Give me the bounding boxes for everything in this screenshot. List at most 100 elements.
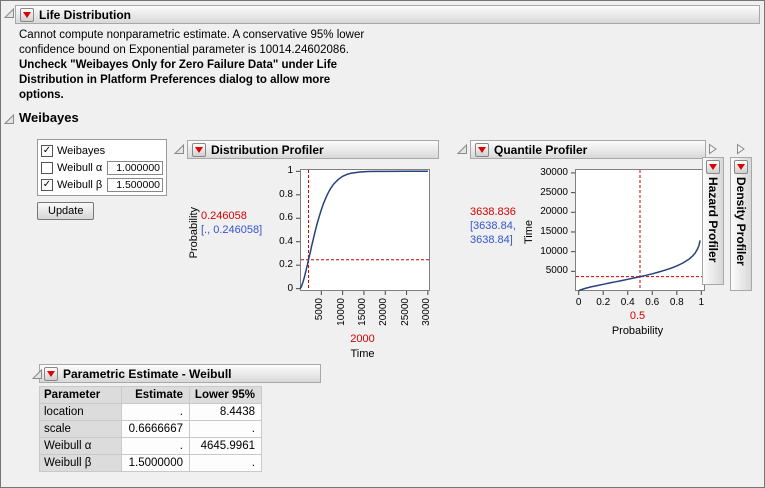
- weibull-alpha-input[interactable]: [107, 160, 163, 175]
- value-cell: .: [189, 454, 262, 472]
- y-axis-label: Probability: [188, 206, 200, 259]
- red-triangle-menu-button[interactable]: [706, 160, 720, 174]
- x-tick-label: 25000: [399, 298, 411, 326]
- weibayes-checkbox-group: ✓ Weibayes Weibull α ✓ Weibull β: [37, 139, 167, 196]
- red-triangle-icon: [195, 146, 203, 153]
- quantile-profiler-plot[interactable]: [570, 169, 705, 296]
- red-triangle-menu-button[interactable]: [734, 160, 748, 174]
- disclosure-triangle-open-icon[interactable]: [3, 7, 15, 19]
- warning-line: confidence bound on Exponential paramete…: [19, 44, 349, 56]
- table-row: Weibull α. 4645.9961: [39, 437, 262, 455]
- value-cell: 0.6666667: [121, 420, 190, 438]
- checkbox-weibayes[interactable]: ✓: [41, 144, 53, 157]
- x-tick-label: 0.4: [620, 297, 635, 308]
- distribution-profiler-plot[interactable]: [295, 169, 430, 296]
- hazard-profiler-header[interactable]: Hazard Profiler: [702, 157, 724, 285]
- y-tick-label: 0: [287, 282, 293, 294]
- disclosure-triangle-collapsed-icon[interactable]: [706, 143, 718, 155]
- y-axis-ticks: 0 0.2 0.4 0.6 0.8 1: [267, 165, 295, 296]
- red-triangle-icon: [737, 164, 745, 170]
- distribution-profiler-header[interactable]: Distribution Profiler: [187, 140, 439, 159]
- warning-line: Cannot compute nonparametric estimate. A…: [19, 29, 365, 41]
- x-tick-label: 15000: [356, 298, 368, 326]
- weibull-beta-input[interactable]: [107, 177, 163, 192]
- x-tick-label: 20000: [378, 298, 390, 326]
- disclosure-triangle-open-icon[interactable]: [173, 143, 185, 155]
- density-profiler-section: Density Profiler: [730, 140, 752, 291]
- red-triangle-menu-button[interactable]: [20, 7, 34, 22]
- current-y-interval: [3638.84,: [470, 220, 516, 232]
- value-cell: 1.5000000: [121, 454, 190, 472]
- panel-title: Quantile Profiler: [494, 142, 588, 157]
- weibayes-controls: ✓ Weibayes Weibull α ✓ Weibull β Update: [37, 139, 167, 220]
- y-axis-label: Time: [523, 220, 535, 245]
- parameter-name-cell: scale: [39, 420, 122, 438]
- warning-message: Cannot compute nonparametric estimate. A…: [19, 28, 719, 103]
- table-row: Weibull β 1.5000000.: [39, 454, 262, 472]
- x-tick-label: 10000: [335, 298, 347, 326]
- checkbox-row: ✓ Weibayes: [41, 142, 163, 159]
- report-title: Life Distribution: [39, 7, 131, 22]
- x-axis-ticks: 5000 10000 15000 20000 25000 30000: [295, 296, 432, 333]
- current-y-value: 3638.836: [470, 206, 516, 218]
- checkbox-weibull-alpha[interactable]: [41, 161, 53, 174]
- column-header: Parameter: [39, 386, 122, 404]
- y-tick-label: 1: [287, 165, 293, 177]
- value-cell: .: [189, 420, 262, 438]
- checkbox-label: Weibayes: [57, 144, 106, 157]
- quantile-profiler-section: Quantile Profiler 3638.836 [3638.84, 363…: [456, 140, 706, 337]
- y-axis-ticks: 5000 10000 15000 20000 25000 30000: [536, 166, 570, 296]
- quantile-profiler-header[interactable]: Quantile Profiler: [470, 140, 706, 159]
- parametric-estimate-section: Parametric Estimate - Weibull Parameter E…: [31, 364, 321, 472]
- parametric-estimate-header[interactable]: Parametric Estimate - Weibull: [39, 364, 321, 383]
- x-axis-label: Time: [350, 348, 375, 360]
- current-y-interval: 3638.84]: [470, 234, 513, 246]
- hazard-profiler-section: Hazard Profiler: [702, 140, 724, 285]
- y-tick-label: 10000: [540, 245, 568, 257]
- disclosure-triangle-open-icon[interactable]: [3, 113, 15, 125]
- column-header: Estimate: [121, 386, 190, 404]
- disclosure-triangle-collapsed-icon[interactable]: [734, 143, 746, 155]
- table-header-row: Parameter Estimate Lower 95%: [39, 386, 262, 404]
- red-triangle-menu-button[interactable]: [44, 366, 58, 381]
- y-tick-label: 0.4: [279, 235, 293, 247]
- current-x-value[interactable]: 0.5: [629, 310, 646, 322]
- checkbox-label: Weibull β: [57, 178, 103, 191]
- x-tick-label: 0.6: [645, 297, 660, 308]
- y-tick-label: 30000: [540, 166, 568, 178]
- y-tick-label: 15000: [540, 225, 568, 237]
- checkbox-weibull-beta[interactable]: ✓: [41, 178, 53, 191]
- red-triangle-menu-button[interactable]: [475, 142, 489, 157]
- panel-title: Density Profiler: [734, 177, 748, 266]
- value-cell: .: [121, 403, 190, 421]
- table-row: scale 0.6666667.: [39, 420, 262, 438]
- disclosure-triangle-open-icon[interactable]: [456, 143, 468, 155]
- update-button[interactable]: Update: [37, 202, 95, 220]
- red-triangle-icon: [47, 370, 55, 377]
- warning-bold-line: Uncheck "Weibayes Only for Zero Failure …: [19, 59, 338, 71]
- y-tick-label: 0.8: [279, 188, 293, 200]
- x-tick-label: 0.2: [596, 297, 611, 308]
- table-row: location. 8.4438: [39, 403, 262, 421]
- red-triangle-menu-button[interactable]: [192, 142, 206, 157]
- density-profiler-header[interactable]: Density Profiler: [730, 157, 752, 291]
- red-triangle-icon: [23, 11, 31, 18]
- panel-title: Distribution Profiler: [211, 142, 324, 157]
- disclosure-triangle-open-icon[interactable]: [31, 368, 43, 380]
- weibayes-section-title[interactable]: Weibayes: [19, 110, 79, 125]
- y-tick-label: 20000: [540, 206, 568, 218]
- x-tick-label: 30000: [420, 298, 432, 326]
- checkbox-row: ✓ Weibull β: [41, 176, 163, 193]
- life-distribution-header[interactable]: Life Distribution: [15, 5, 760, 24]
- warning-bold-line: options.: [19, 89, 64, 101]
- column-header: Lower 95%: [189, 386, 262, 404]
- current-y-interval: [., 0.246058]: [201, 224, 263, 236]
- checkbox-row: Weibull α: [41, 159, 163, 176]
- current-x-value[interactable]: 2000: [350, 333, 375, 345]
- warning-bold-line: Distribution in Platform Preferences dia…: [19, 74, 331, 86]
- y-tick-label: 0.2: [279, 259, 293, 271]
- value-cell: .: [121, 437, 190, 455]
- panel-title: Hazard Profiler: [706, 177, 720, 263]
- value-cell: 8.4438: [189, 403, 262, 421]
